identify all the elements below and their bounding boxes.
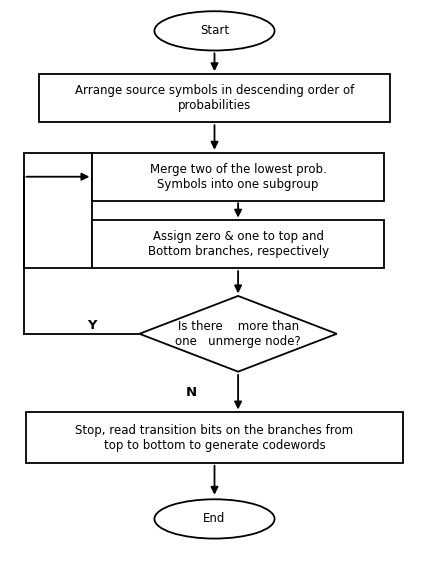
Text: Assign zero & one to top and
Bottom branches, respectively: Assign zero & one to top and Bottom bran… bbox=[148, 230, 329, 258]
FancyBboxPatch shape bbox=[92, 153, 384, 200]
Polygon shape bbox=[139, 296, 337, 372]
Text: N: N bbox=[185, 386, 196, 399]
Ellipse shape bbox=[154, 11, 275, 50]
Text: Y: Y bbox=[88, 319, 97, 332]
Ellipse shape bbox=[154, 499, 275, 539]
Text: Merge two of the lowest prob.
Symbols into one subgroup: Merge two of the lowest prob. Symbols in… bbox=[150, 163, 326, 191]
Text: Start: Start bbox=[200, 24, 229, 38]
Text: End: End bbox=[203, 512, 226, 526]
Text: Arrange source symbols in descending order of
probabilities: Arrange source symbols in descending ord… bbox=[75, 84, 354, 112]
Text: Stop, read transition bits on the branches from
top to bottom to generate codewo: Stop, read transition bits on the branch… bbox=[76, 424, 353, 452]
Text: Is there    more than
one   unmerge node?: Is there more than one unmerge node? bbox=[175, 320, 301, 348]
FancyBboxPatch shape bbox=[26, 412, 403, 463]
FancyBboxPatch shape bbox=[92, 220, 384, 268]
FancyBboxPatch shape bbox=[39, 75, 390, 122]
